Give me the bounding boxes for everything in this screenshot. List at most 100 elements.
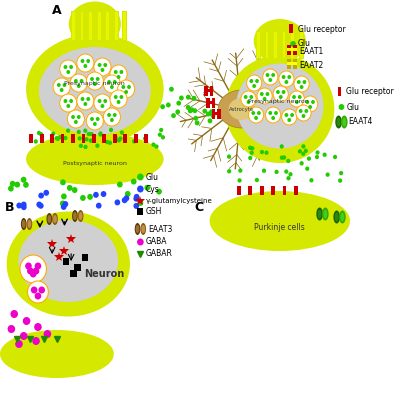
Circle shape: [90, 77, 94, 81]
Circle shape: [315, 155, 319, 159]
Circle shape: [160, 104, 165, 109]
Ellipse shape: [225, 55, 334, 163]
Circle shape: [166, 103, 171, 107]
Ellipse shape: [318, 209, 322, 219]
Circle shape: [284, 170, 288, 174]
Circle shape: [35, 263, 41, 269]
Bar: [82, 254, 88, 261]
Bar: [206, 98, 210, 108]
Circle shape: [289, 91, 304, 107]
Circle shape: [284, 113, 288, 117]
Circle shape: [333, 155, 337, 159]
Circle shape: [114, 95, 118, 99]
Ellipse shape: [0, 330, 114, 378]
Bar: [81, 12, 84, 40]
Circle shape: [227, 154, 231, 159]
Circle shape: [308, 105, 312, 109]
Circle shape: [81, 97, 84, 101]
Bar: [92, 134, 96, 143]
Bar: [291, 32, 294, 58]
Circle shape: [86, 59, 90, 63]
Circle shape: [64, 99, 67, 103]
Circle shape: [304, 109, 308, 113]
Circle shape: [83, 128, 87, 133]
Bar: [206, 101, 215, 104]
Circle shape: [21, 204, 27, 210]
Circle shape: [282, 75, 286, 79]
Circle shape: [188, 108, 192, 113]
Circle shape: [94, 58, 111, 76]
Circle shape: [38, 193, 44, 199]
Circle shape: [305, 100, 309, 104]
Circle shape: [255, 79, 259, 83]
Ellipse shape: [7, 211, 130, 316]
Ellipse shape: [333, 211, 340, 223]
Ellipse shape: [135, 223, 140, 235]
Circle shape: [67, 185, 72, 191]
Circle shape: [271, 116, 275, 120]
Ellipse shape: [210, 191, 350, 251]
Text: Astrocyte: Astrocyte: [229, 107, 254, 113]
Circle shape: [79, 144, 83, 148]
Ellipse shape: [73, 212, 77, 220]
Bar: [212, 112, 221, 115]
Circle shape: [98, 132, 103, 137]
Circle shape: [287, 118, 291, 122]
Circle shape: [81, 59, 84, 63]
Circle shape: [78, 136, 82, 140]
Circle shape: [60, 94, 77, 112]
Circle shape: [284, 80, 288, 84]
Ellipse shape: [322, 207, 329, 221]
Circle shape: [298, 149, 302, 154]
Circle shape: [117, 138, 121, 142]
Circle shape: [338, 104, 344, 110]
Circle shape: [35, 292, 41, 300]
Circle shape: [44, 330, 51, 338]
Ellipse shape: [21, 218, 26, 230]
Bar: [113, 134, 117, 143]
Circle shape: [264, 150, 268, 155]
Circle shape: [103, 99, 107, 103]
Circle shape: [38, 286, 45, 294]
Circle shape: [298, 95, 302, 99]
Circle shape: [263, 97, 266, 101]
Circle shape: [286, 159, 290, 163]
Bar: [274, 32, 277, 58]
Circle shape: [122, 85, 125, 89]
Circle shape: [276, 90, 280, 94]
Circle shape: [151, 142, 156, 147]
Bar: [80, 11, 84, 41]
Bar: [144, 134, 148, 143]
Text: Neuron: Neuron: [84, 269, 124, 279]
Circle shape: [71, 115, 75, 119]
Circle shape: [266, 92, 269, 96]
Circle shape: [8, 186, 14, 192]
Circle shape: [108, 140, 112, 145]
Circle shape: [254, 116, 258, 120]
Circle shape: [80, 195, 86, 201]
Circle shape: [87, 132, 91, 136]
Circle shape: [32, 337, 40, 345]
Circle shape: [20, 255, 46, 283]
Circle shape: [107, 80, 111, 84]
Circle shape: [238, 168, 242, 173]
Circle shape: [143, 136, 147, 141]
Circle shape: [122, 197, 128, 203]
Circle shape: [290, 41, 296, 47]
Circle shape: [194, 116, 198, 121]
Circle shape: [61, 204, 66, 210]
Circle shape: [110, 65, 127, 83]
Circle shape: [274, 111, 278, 115]
Bar: [204, 89, 213, 92]
Circle shape: [138, 200, 143, 206]
Circle shape: [118, 80, 135, 98]
Bar: [105, 11, 110, 41]
Circle shape: [302, 96, 318, 112]
Circle shape: [302, 80, 306, 84]
Bar: [237, 186, 241, 195]
Ellipse shape: [218, 90, 266, 128]
Circle shape: [251, 111, 255, 115]
Circle shape: [84, 137, 89, 142]
Circle shape: [80, 79, 84, 83]
Circle shape: [156, 189, 162, 195]
